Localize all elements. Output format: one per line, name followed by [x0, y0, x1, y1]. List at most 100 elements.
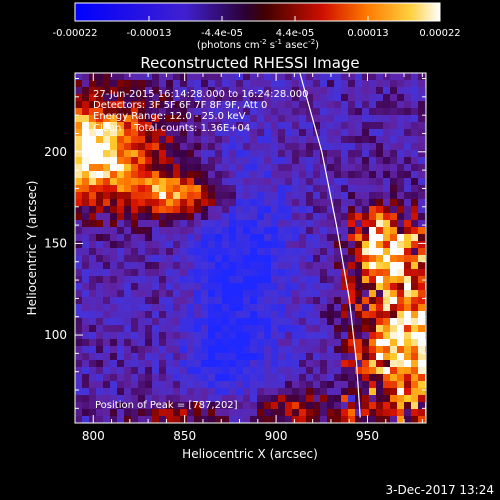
heatmap-cell — [306, 150, 314, 158]
heatmap-cell — [397, 367, 405, 375]
heatmap-cell — [229, 311, 237, 319]
heatmap-cell — [124, 178, 132, 186]
heatmap-cell — [257, 171, 265, 179]
heatmap-cell — [159, 241, 167, 249]
heatmap-cell — [313, 248, 321, 256]
heatmap-cell — [292, 241, 300, 249]
heatmap-cell — [215, 311, 223, 319]
heatmap-cell — [264, 381, 272, 389]
heatmap-cell — [404, 129, 412, 137]
heatmap-cell — [362, 262, 370, 270]
heatmap-cell — [362, 115, 370, 123]
heatmap-cell — [285, 381, 293, 389]
heatmap-cell — [362, 164, 370, 172]
heatmap-cell — [236, 290, 244, 298]
heatmap-cell — [236, 381, 244, 389]
heatmap-cell — [229, 332, 237, 340]
heatmap-cell — [334, 311, 342, 319]
heatmap-cell — [264, 199, 272, 207]
heatmap-cell — [264, 318, 272, 326]
heatmap-cell — [348, 80, 356, 88]
heatmap-cell — [194, 311, 202, 319]
heatmap-cell — [89, 304, 97, 312]
heatmap-cell — [341, 73, 349, 81]
heatmap-cell — [292, 220, 300, 228]
heatmap-cell — [96, 213, 104, 221]
heatmap-cell — [89, 101, 97, 109]
heatmap-cell — [278, 157, 286, 165]
heatmap-cell — [390, 115, 398, 123]
heatmap-cell — [313, 381, 321, 389]
heatmap-cell — [278, 185, 286, 193]
heatmap-cell — [117, 234, 125, 242]
heatmap-cell — [236, 353, 244, 361]
heatmap-cell — [271, 178, 279, 186]
heatmap-cell — [152, 73, 160, 81]
heatmap-cell — [145, 115, 153, 123]
heatmap-cell — [355, 171, 363, 179]
heatmap-cell — [418, 269, 426, 277]
heatmap-cell — [348, 325, 356, 333]
solar-limb-line — [299, 73, 361, 418]
heatmap-cell — [222, 346, 230, 354]
heatmap-cell — [250, 353, 258, 361]
heatmap-cell — [369, 234, 377, 242]
heatmap-cell — [222, 73, 230, 81]
heatmap-cell — [82, 213, 90, 221]
heatmap-cell — [285, 409, 293, 417]
heatmap-cell — [257, 101, 265, 109]
heatmap-cell — [208, 101, 216, 109]
heatmap-cell — [103, 325, 111, 333]
heatmap-cell — [341, 80, 349, 88]
heatmap-cell — [138, 269, 146, 277]
heatmap-cell — [327, 115, 335, 123]
heatmap-cell — [152, 332, 160, 340]
heatmap-cell — [320, 381, 328, 389]
heatmap-cell — [96, 416, 104, 423]
x-tick-label: 900 — [265, 429, 288, 443]
heatmap-cell — [355, 381, 363, 389]
heatmap-cell — [362, 185, 370, 193]
heatmap-cell — [243, 276, 251, 284]
heatmap-cell — [341, 304, 349, 312]
heatmap-cell — [243, 115, 251, 123]
heatmap-cell — [334, 248, 342, 256]
heatmap-cell — [243, 101, 251, 109]
heatmap-cell — [117, 94, 125, 102]
heatmap-cell — [201, 164, 209, 172]
heatmap-cell — [180, 73, 188, 81]
heatmap-cell — [264, 290, 272, 298]
heatmap-cell — [110, 325, 118, 333]
heatmap-cell — [397, 178, 405, 186]
heatmap-cell — [243, 409, 251, 417]
heatmap-cell — [250, 388, 258, 396]
heatmap-cell — [215, 325, 223, 333]
heatmap-cell — [348, 297, 356, 305]
heatmap-cell — [180, 241, 188, 249]
heatmap-cell — [194, 101, 202, 109]
heatmap-cell — [341, 311, 349, 319]
heatmap-cell — [124, 332, 132, 340]
heatmap-cell — [411, 297, 419, 305]
heatmap-cell — [215, 234, 223, 242]
heatmap-cell — [236, 101, 244, 109]
heatmap-cell — [131, 416, 139, 423]
heatmap-cell — [404, 318, 412, 326]
heatmap-cell — [250, 171, 258, 179]
heatmap-cell — [306, 164, 314, 172]
heatmap-cell — [229, 150, 237, 158]
heatmap-cell — [187, 171, 195, 179]
heatmap-cell — [348, 262, 356, 270]
heatmap-cell — [117, 276, 125, 284]
heatmap-cell — [397, 325, 405, 333]
heatmap-cell — [327, 101, 335, 109]
heatmap-cell — [201, 255, 209, 263]
heatmap-cell — [334, 199, 342, 207]
heatmap-cell — [306, 346, 314, 354]
heatmap-cell — [278, 164, 286, 172]
heatmap-cell — [166, 374, 174, 382]
heatmap-cell — [236, 304, 244, 312]
heatmap-cell — [152, 283, 160, 291]
heatmap-cell — [341, 87, 349, 95]
heatmap-cell — [271, 290, 279, 298]
